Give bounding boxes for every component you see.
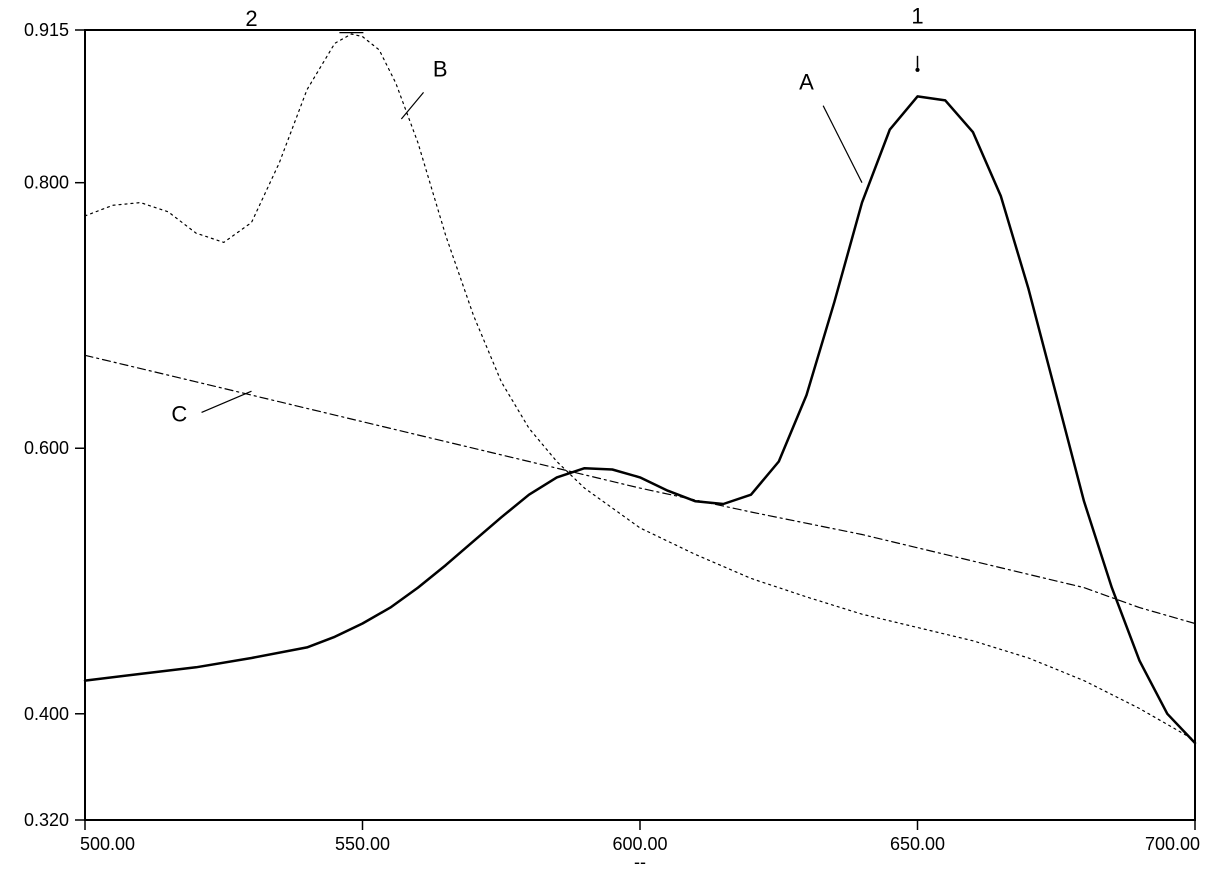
x-tick-label: 500.00 <box>80 834 135 854</box>
y-tick-label: 0.320 <box>24 810 69 830</box>
y-tick-label: 0.600 <box>24 438 69 458</box>
annotation-leader-label-C <box>202 391 252 412</box>
annotation-label-1: 1 <box>911 3 923 28</box>
y-tick-label: 0.400 <box>24 704 69 724</box>
series-C <box>85 355 1195 623</box>
x-axis-dash: -- <box>634 852 646 872</box>
y-tick-label: 0.915 <box>24 20 69 40</box>
annotation-leader-label-B <box>401 92 423 119</box>
annotation-label-C: C <box>171 402 187 427</box>
annotation-label-A: A <box>799 70 814 95</box>
spectrum-chart: 500.00 550.00 600.00 650.00 700.00 0.320 0.400… <box>0 0 1210 880</box>
chart-svg: 500.00 550.00 600.00 650.00 700.00 0.320 0.400… <box>0 0 1210 880</box>
x-tick-label: 700.00 <box>1145 834 1200 854</box>
series-A <box>85 96 1195 743</box>
x-tick-label: 550.00 <box>335 834 390 854</box>
series-B <box>85 34 1195 740</box>
annotation-leader-label-A <box>823 106 862 183</box>
annotation-label-2: 2 <box>245 6 257 31</box>
x-tick-label: 650.00 <box>890 834 945 854</box>
annotation-label-B: B <box>433 56 448 81</box>
plot-border <box>85 30 1195 820</box>
x-tick-label: 600.00 <box>612 834 667 854</box>
peak-marker-dot-label-1 <box>915 68 919 72</box>
y-tick-label: 0.800 <box>24 173 69 193</box>
